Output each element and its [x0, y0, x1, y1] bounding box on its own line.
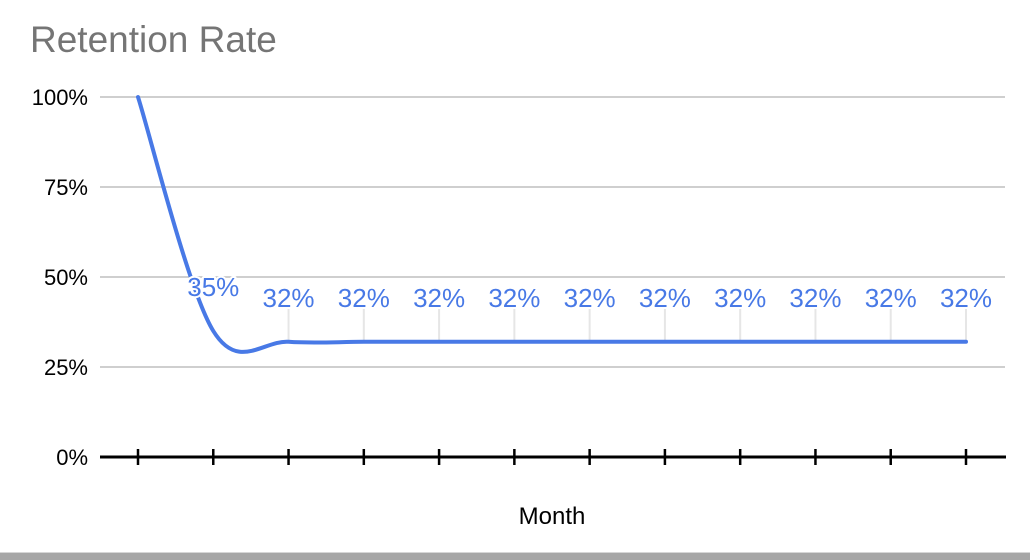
data-label: 32% — [865, 283, 917, 313]
data-label: 32% — [789, 283, 841, 313]
data-label: 32% — [564, 283, 616, 313]
data-label: 35% — [187, 272, 239, 302]
y-axis-tick-label: 100% — [32, 85, 88, 110]
data-label: 32% — [639, 283, 691, 313]
chart-title: Retention Rate — [30, 19, 277, 60]
window-bottom-edge — [0, 552, 1030, 560]
data-label: 32% — [263, 283, 315, 313]
x-axis-title: Month — [518, 503, 586, 530]
data-label: 32% — [714, 283, 766, 313]
y-axis-tick-label: 25% — [44, 355, 88, 380]
data-label: 32% — [338, 283, 390, 313]
data-label: 32% — [940, 283, 992, 313]
series-line — [136, 95, 968, 354]
y-axis-tick-label: 75% — [44, 175, 88, 200]
data-label: 32% — [488, 283, 540, 313]
y-axis-tick-label: 50% — [44, 265, 88, 290]
data-label: 32% — [413, 283, 465, 313]
y-axis-tick-label: 0% — [56, 445, 88, 470]
